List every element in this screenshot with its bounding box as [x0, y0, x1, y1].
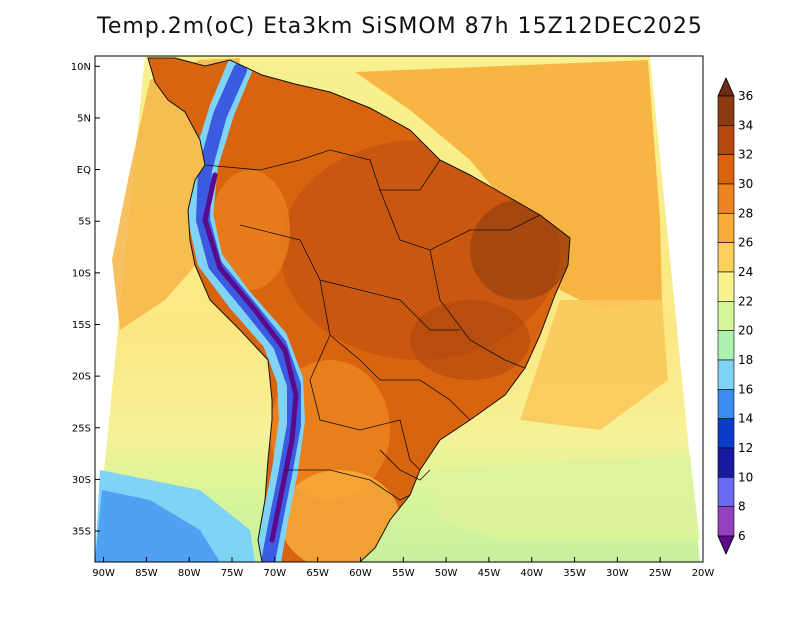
atlantic-south-band [520, 300, 668, 430]
atlantic-warm-band [355, 60, 662, 310]
colorbar-label: 12 [738, 441, 753, 455]
latitude-axis: 10N 5N EQ 5S 10S 15S 20S 25S 30S 35S [71, 62, 100, 538]
lat-tick-label: 30S [72, 475, 91, 486]
colorbar-swatch [717, 125, 735, 155]
map-title: Temp.2m(oC) Eta3km SiSMOM 87h 15Z12DEC20… [97, 14, 703, 39]
colorbar-swatch [717, 330, 735, 361]
country-borders [204, 149, 541, 501]
colorbar-swatch [717, 95, 735, 126]
colorbar-label: 24 [738, 265, 753, 279]
lon-tick-label: 65W [306, 568, 329, 579]
lat-tick-label: 15S [72, 320, 91, 331]
colorbar-label: 20 [738, 324, 753, 338]
colorbar-swatch [717, 154, 735, 185]
colorbar-swatch [717, 389, 735, 419]
colorbar-bottom-arrow [717, 535, 735, 555]
colorbar-label: 34 [738, 118, 753, 132]
colorbar-label: 18 [738, 353, 753, 367]
andes-ridge-coldest [202, 172, 299, 543]
colorbar-label: 32 [738, 148, 753, 162]
lon-tick-label: 30W [606, 568, 629, 579]
lon-tick-label: 50W [435, 568, 458, 579]
lon-tick-label: 55W [392, 568, 415, 579]
lat-tick-label: 20S [72, 372, 91, 383]
colorbar-swatch [717, 447, 735, 478]
colorbar-label: 36 [738, 89, 753, 103]
lon-tick-label: 60W [349, 568, 372, 579]
colorbar-swatch [717, 242, 735, 273]
temperature-field [95, 56, 700, 562]
lon-tick-label: 75W [221, 568, 244, 579]
colorbar-label: 26 [738, 236, 753, 250]
colorbar-swatch [717, 301, 735, 331]
colorbar-swatch [717, 271, 735, 302]
colorbar-swatch [717, 477, 735, 507]
colorbar-swatch [717, 418, 735, 449]
lat-tick-label: 25S [72, 423, 91, 434]
colorbar-swatch [717, 183, 735, 214]
plot-frame [94, 55, 704, 563]
colorbar-label: 8 [738, 500, 746, 514]
lon-tick-label: 45W [478, 568, 501, 579]
colorbar-label: 14 [738, 412, 753, 426]
lon-tick-label: 80W [178, 568, 201, 579]
colorbar: 36 34 32 30 28 26 24 22 20 18 16 14 12 10 8 6 [717, 77, 753, 555]
lon-tick-label: 40W [520, 568, 543, 579]
lon-tick-label: 90W [92, 568, 115, 579]
lat-tick-label: EQ [77, 165, 91, 176]
lon-tick-label: 20W [692, 568, 715, 579]
lon-tick-label: 85W [135, 568, 158, 579]
colorbar-label: 30 [738, 177, 753, 191]
lat-tick-label: 5S [78, 217, 91, 228]
lat-tick-label: 35S [72, 527, 91, 538]
colorbar-label: 28 [738, 206, 753, 220]
lat-tick-label: 5N [77, 113, 91, 124]
colorbar-label: 6 [738, 529, 746, 543]
lat-tick-label: 10N [71, 62, 91, 73]
lat-tick-label: 10S [72, 268, 91, 279]
colorbar-swatch [717, 213, 735, 243]
southwest-colder-pool [95, 490, 220, 562]
colorbar-label: 16 [738, 382, 753, 396]
colorbar-top-arrow [717, 77, 735, 97]
colorbar-swatch [717, 506, 735, 537]
lon-tick-label: 25W [649, 568, 672, 579]
colorbar-label: 22 [738, 294, 753, 308]
lon-tick-label: 70W [264, 568, 287, 579]
colorbar-label: 10 [738, 470, 753, 484]
longitude-axis: 90W 85W 80W 75W 70W 65W 60W 55W 50W 45W 40W 35W 30W 2… [92, 557, 714, 579]
colorbar-swatch [717, 359, 735, 390]
south-atlantic-cool [430, 455, 700, 540]
lon-tick-label: 35W [563, 568, 586, 579]
